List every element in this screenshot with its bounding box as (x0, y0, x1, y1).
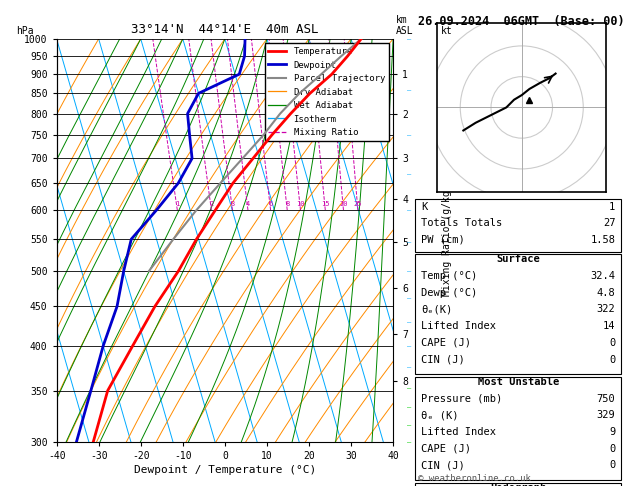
Text: 329: 329 (596, 410, 615, 420)
Text: 26.09.2024  06GMT  (Base: 00): 26.09.2024 06GMT (Base: 00) (418, 15, 625, 28)
Text: 0: 0 (609, 338, 615, 348)
Text: θₑ(K): θₑ(K) (421, 304, 453, 314)
Text: PW (cm): PW (cm) (421, 235, 465, 245)
Text: CAPE (J): CAPE (J) (421, 338, 471, 348)
Text: θₑ (K): θₑ (K) (421, 410, 459, 420)
Text: 0: 0 (609, 444, 615, 453)
Text: —: — (407, 172, 411, 178)
Text: CIN (J): CIN (J) (421, 355, 465, 364)
Text: CAPE (J): CAPE (J) (421, 444, 471, 453)
Text: —: — (407, 239, 411, 245)
Text: Lifted Index: Lifted Index (421, 427, 496, 437)
Legend: Temperature, Dewpoint, Parcel Trajectory, Dry Adiabat, Wet Adiabat, Isotherm, Mi: Temperature, Dewpoint, Parcel Trajectory… (265, 43, 389, 141)
Text: Pressure (mb): Pressure (mb) (421, 394, 503, 403)
Text: 4: 4 (246, 201, 250, 208)
Text: —: — (407, 87, 411, 93)
Text: 9: 9 (609, 427, 615, 437)
Text: 20: 20 (339, 201, 348, 208)
Text: Most Unstable: Most Unstable (477, 377, 559, 387)
Bar (415, 377, 621, 480)
Text: kt: kt (440, 26, 452, 36)
Text: hPa: hPa (16, 26, 33, 36)
Text: —: — (407, 385, 411, 391)
Text: —: — (407, 295, 411, 301)
X-axis label: Dewpoint / Temperature (°C): Dewpoint / Temperature (°C) (134, 466, 316, 475)
Text: Mixing Ratio (g/kg): Mixing Ratio (g/kg) (442, 185, 452, 296)
Text: 2: 2 (209, 201, 213, 208)
Text: —: — (407, 439, 411, 445)
Text: —: — (407, 422, 411, 428)
Text: CIN (J): CIN (J) (421, 460, 465, 470)
Text: Lifted Index: Lifted Index (421, 321, 496, 331)
Text: —: — (407, 268, 411, 274)
Text: —: — (407, 404, 411, 410)
Text: 1: 1 (175, 201, 179, 208)
Text: 10: 10 (296, 201, 304, 208)
Text: 8: 8 (285, 201, 289, 208)
Text: 3: 3 (230, 201, 235, 208)
Text: 4.8: 4.8 (596, 288, 615, 298)
Text: 750: 750 (596, 394, 615, 403)
Text: —: — (407, 320, 411, 326)
Text: 15: 15 (321, 201, 330, 208)
Text: —: — (407, 364, 411, 370)
Text: 32.4: 32.4 (590, 271, 615, 281)
Text: —: — (407, 132, 411, 138)
Text: 1.58: 1.58 (590, 235, 615, 245)
Text: 0: 0 (609, 460, 615, 470)
Bar (415, 254, 621, 374)
Text: —: — (407, 36, 411, 42)
Text: Dewp (°C): Dewp (°C) (421, 288, 477, 298)
Text: —: — (407, 343, 411, 349)
Bar (415, 199, 621, 252)
Text: Surface: Surface (496, 254, 540, 264)
Text: Totals Totals: Totals Totals (421, 218, 503, 228)
Text: © weatheronline.co.uk: © weatheronline.co.uk (418, 474, 531, 483)
Text: Hodograph: Hodograph (490, 483, 547, 486)
Text: km
ASL: km ASL (396, 15, 414, 36)
Text: 14: 14 (603, 321, 615, 331)
Text: —: — (407, 207, 411, 213)
Text: 25: 25 (353, 201, 362, 208)
Bar (415, 483, 621, 486)
Text: 6: 6 (269, 201, 273, 208)
Title: 33°14'N  44°14'E  40m ASL: 33°14'N 44°14'E 40m ASL (131, 23, 319, 36)
Text: K: K (421, 202, 428, 211)
Text: 1: 1 (609, 202, 615, 211)
Text: 0: 0 (609, 355, 615, 364)
Text: Temp (°C): Temp (°C) (421, 271, 477, 281)
Text: 322: 322 (596, 304, 615, 314)
Text: 27: 27 (603, 218, 615, 228)
